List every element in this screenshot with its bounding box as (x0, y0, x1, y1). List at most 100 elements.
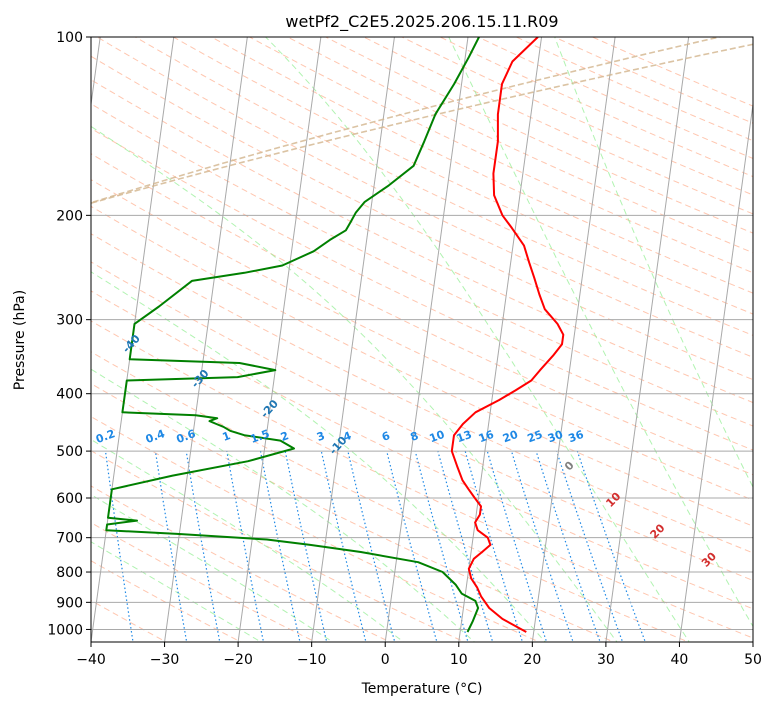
dewpoint-profile-line (105, 37, 480, 633)
dry-adiabat (91, 233, 753, 554)
x-tick-label: 10 (450, 652, 468, 668)
y-tick-label: 500 (56, 444, 83, 460)
isotherm-line (91, 37, 101, 109)
isotherm-line (311, 37, 395, 642)
isotherm-line (384, 37, 469, 642)
mixing-ratio-label: 10 (428, 428, 447, 446)
mixing-ratio-line (259, 450, 301, 642)
y-tick-label: 900 (56, 595, 83, 611)
mixing-ratio-line (576, 450, 646, 642)
dry-adiabat (91, 383, 616, 642)
mixing-ratio-line (59, 451, 83, 644)
mixing-ratio-label: 1.5 (249, 427, 272, 446)
dry-adiabat (91, 522, 317, 642)
dry-adiabat (91, 127, 753, 451)
y-tick-label: 700 (56, 531, 83, 547)
mixing-ratio-line (486, 450, 548, 642)
x-tick-label: 20 (523, 652, 541, 668)
mixing-ratio-line (464, 450, 524, 642)
dry-adiabat (286, 37, 753, 254)
moist-adiabat-label: 20 (648, 521, 668, 541)
x-tick-label: −40 (76, 652, 106, 668)
mixing-ratio-label: 3 (315, 429, 327, 444)
moist-adiabat (91, 125, 618, 642)
x-tick-label: 0 (381, 652, 390, 668)
dry-adiabat (210, 37, 753, 294)
dry-adiabat (91, 179, 753, 501)
isotherm-line (752, 638, 753, 642)
dry-adiabat (91, 103, 753, 427)
isotherm-line (531, 37, 616, 642)
mixing-ratio-line (347, 450, 396, 642)
dry-adiabat (248, 37, 753, 274)
mixing-ratio-label: 0.2 (94, 427, 117, 446)
mixing-ratio-line (104, 451, 134, 642)
moist-adiabat-label: 40 (751, 578, 771, 598)
mixing-ratio-line (185, 451, 221, 642)
mixing-ratio-label: 25 (526, 428, 545, 445)
plot-frame (90, 36, 754, 643)
axes: −40 −30 −20 −10 0 10 20 30 40 5010020030040050060… (47, 30, 762, 668)
dry-adiabat (96, 37, 753, 358)
moist-adiabat (91, 541, 262, 642)
moist-adiabat-label: 30 (699, 549, 719, 569)
mixing-ratio-label: 20 (501, 428, 520, 446)
dry-adiabat (91, 320, 753, 639)
dry-adiabat (438, 37, 753, 178)
x-tick-label: 50 (744, 652, 762, 668)
mixing-ratio-label: 36 (567, 428, 586, 446)
dry-adiabat (91, 55, 753, 381)
mixing-ratio-label: 1 (221, 429, 233, 444)
x-tick-label: −20 (223, 652, 253, 668)
x-tick-label: 30 (597, 652, 615, 668)
y-tick-label: 400 (56, 387, 83, 403)
y-tick-label: 100 (56, 30, 83, 46)
isotherm-label: -20 (258, 397, 281, 421)
moist-adiabat (91, 438, 405, 642)
dry-adiabat (134, 37, 753, 336)
isotherm-line (164, 37, 248, 642)
mixing-ratio-line (386, 450, 438, 642)
mixing-ratio-label: 30 (546, 428, 565, 446)
moist-adiabat (448, 37, 753, 628)
mixing-ratio-label: 8 (409, 429, 421, 444)
moist-adiabat (554, 37, 753, 489)
dry-adiabat (91, 416, 541, 642)
isotherm-line (605, 37, 690, 642)
isotherm-line (237, 37, 322, 642)
mixing-ratio-line (284, 450, 328, 642)
plot-area: -100-90-80-70-60-50-40-30-20-100.10.20.4… (0, 37, 771, 644)
moist-adiabat-label: 10 (603, 490, 623, 510)
dry-adiabat (91, 450, 466, 642)
x-tick-label: 40 (671, 652, 689, 668)
x-axis-label: Temperature (°C) (361, 681, 483, 697)
moist-adiabat-label: 0 (562, 458, 577, 473)
dry-adiabat (91, 290, 753, 610)
mixing-ratio-line (510, 450, 574, 642)
dry-adiabat (515, 37, 753, 142)
dry-adiabat (91, 351, 690, 642)
temperature-profile-line (450, 37, 565, 633)
mixing-ratio-line (154, 451, 188, 642)
isotherm-line (458, 37, 543, 642)
dry-adiabat (91, 261, 753, 582)
moist-adiabat (91, 271, 546, 642)
mixing-ratio-line (437, 450, 494, 642)
y-tick-label: 800 (56, 565, 83, 581)
dry-adiabat (91, 205, 753, 527)
isotherm-line (678, 100, 753, 642)
chart-title: wetPf2_C2E5.2025.206.15.11.R09 (285, 12, 558, 32)
mixing-ratio-label: 6 (380, 429, 392, 444)
mixing-ratio-line (414, 450, 469, 642)
saturation-curve (91, 37, 723, 204)
y-tick-label: 1000 (47, 622, 83, 638)
saturation-curve (91, 43, 753, 205)
x-tick-label: −10 (297, 652, 327, 668)
mixing-ratio-label: 0.6 (175, 427, 198, 446)
dry-adiabat (91, 153, 753, 476)
isotherm-label: -40 (120, 332, 143, 356)
dry-adiabat (477, 37, 753, 160)
mixing-ratio-label: 4 (341, 429, 353, 444)
isotherm-label: -60 (0, 250, 7, 274)
